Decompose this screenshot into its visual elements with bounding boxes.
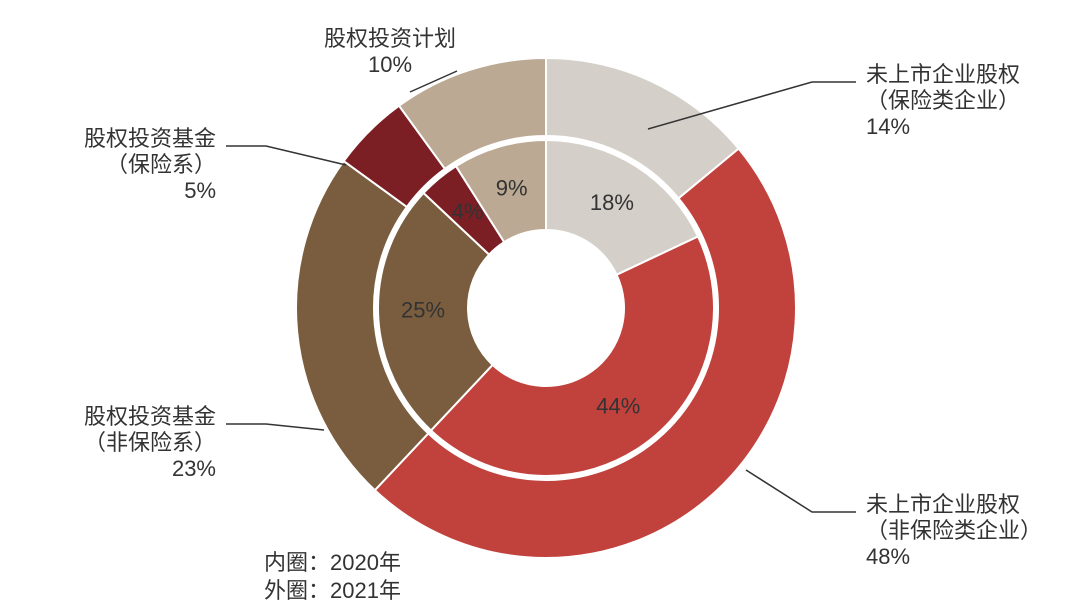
label-fund_insurance: 股权投资基金（保险系）5% [84,126,216,203]
leader-fund_non_insurance [226,424,324,430]
legend-outer-ring: 外圈：2021年 [264,578,401,603]
label-unlisted_non_insurance: 未上市企业股权（非保险类企业）48% [866,492,1042,569]
inner-percent-fund_non_insurance: 25% [401,298,445,323]
label-unlisted_insurance: 未上市企业股权（保险类企业）14% [866,62,1020,139]
inner-percent-equity_plan: 9% [496,176,528,201]
legend-inner-ring: 内圈：2020年 [264,550,401,575]
inner-percent-unlisted_insurance: 18% [590,190,634,215]
double-ring-donut-chart: 18%44%25%4%9%未上市企业股权（保险类企业）14%未上市企业股权（非保… [0,0,1080,614]
inner-percent-unlisted_non_insurance: 44% [596,393,640,418]
label-equity_plan: 股权投资计划10% [324,26,456,77]
leader-fund_insurance [226,146,346,165]
label-fund_non_insurance: 股权投资基金（非保险系）23% [84,404,216,481]
leader-unlisted_non_insurance [746,470,856,512]
